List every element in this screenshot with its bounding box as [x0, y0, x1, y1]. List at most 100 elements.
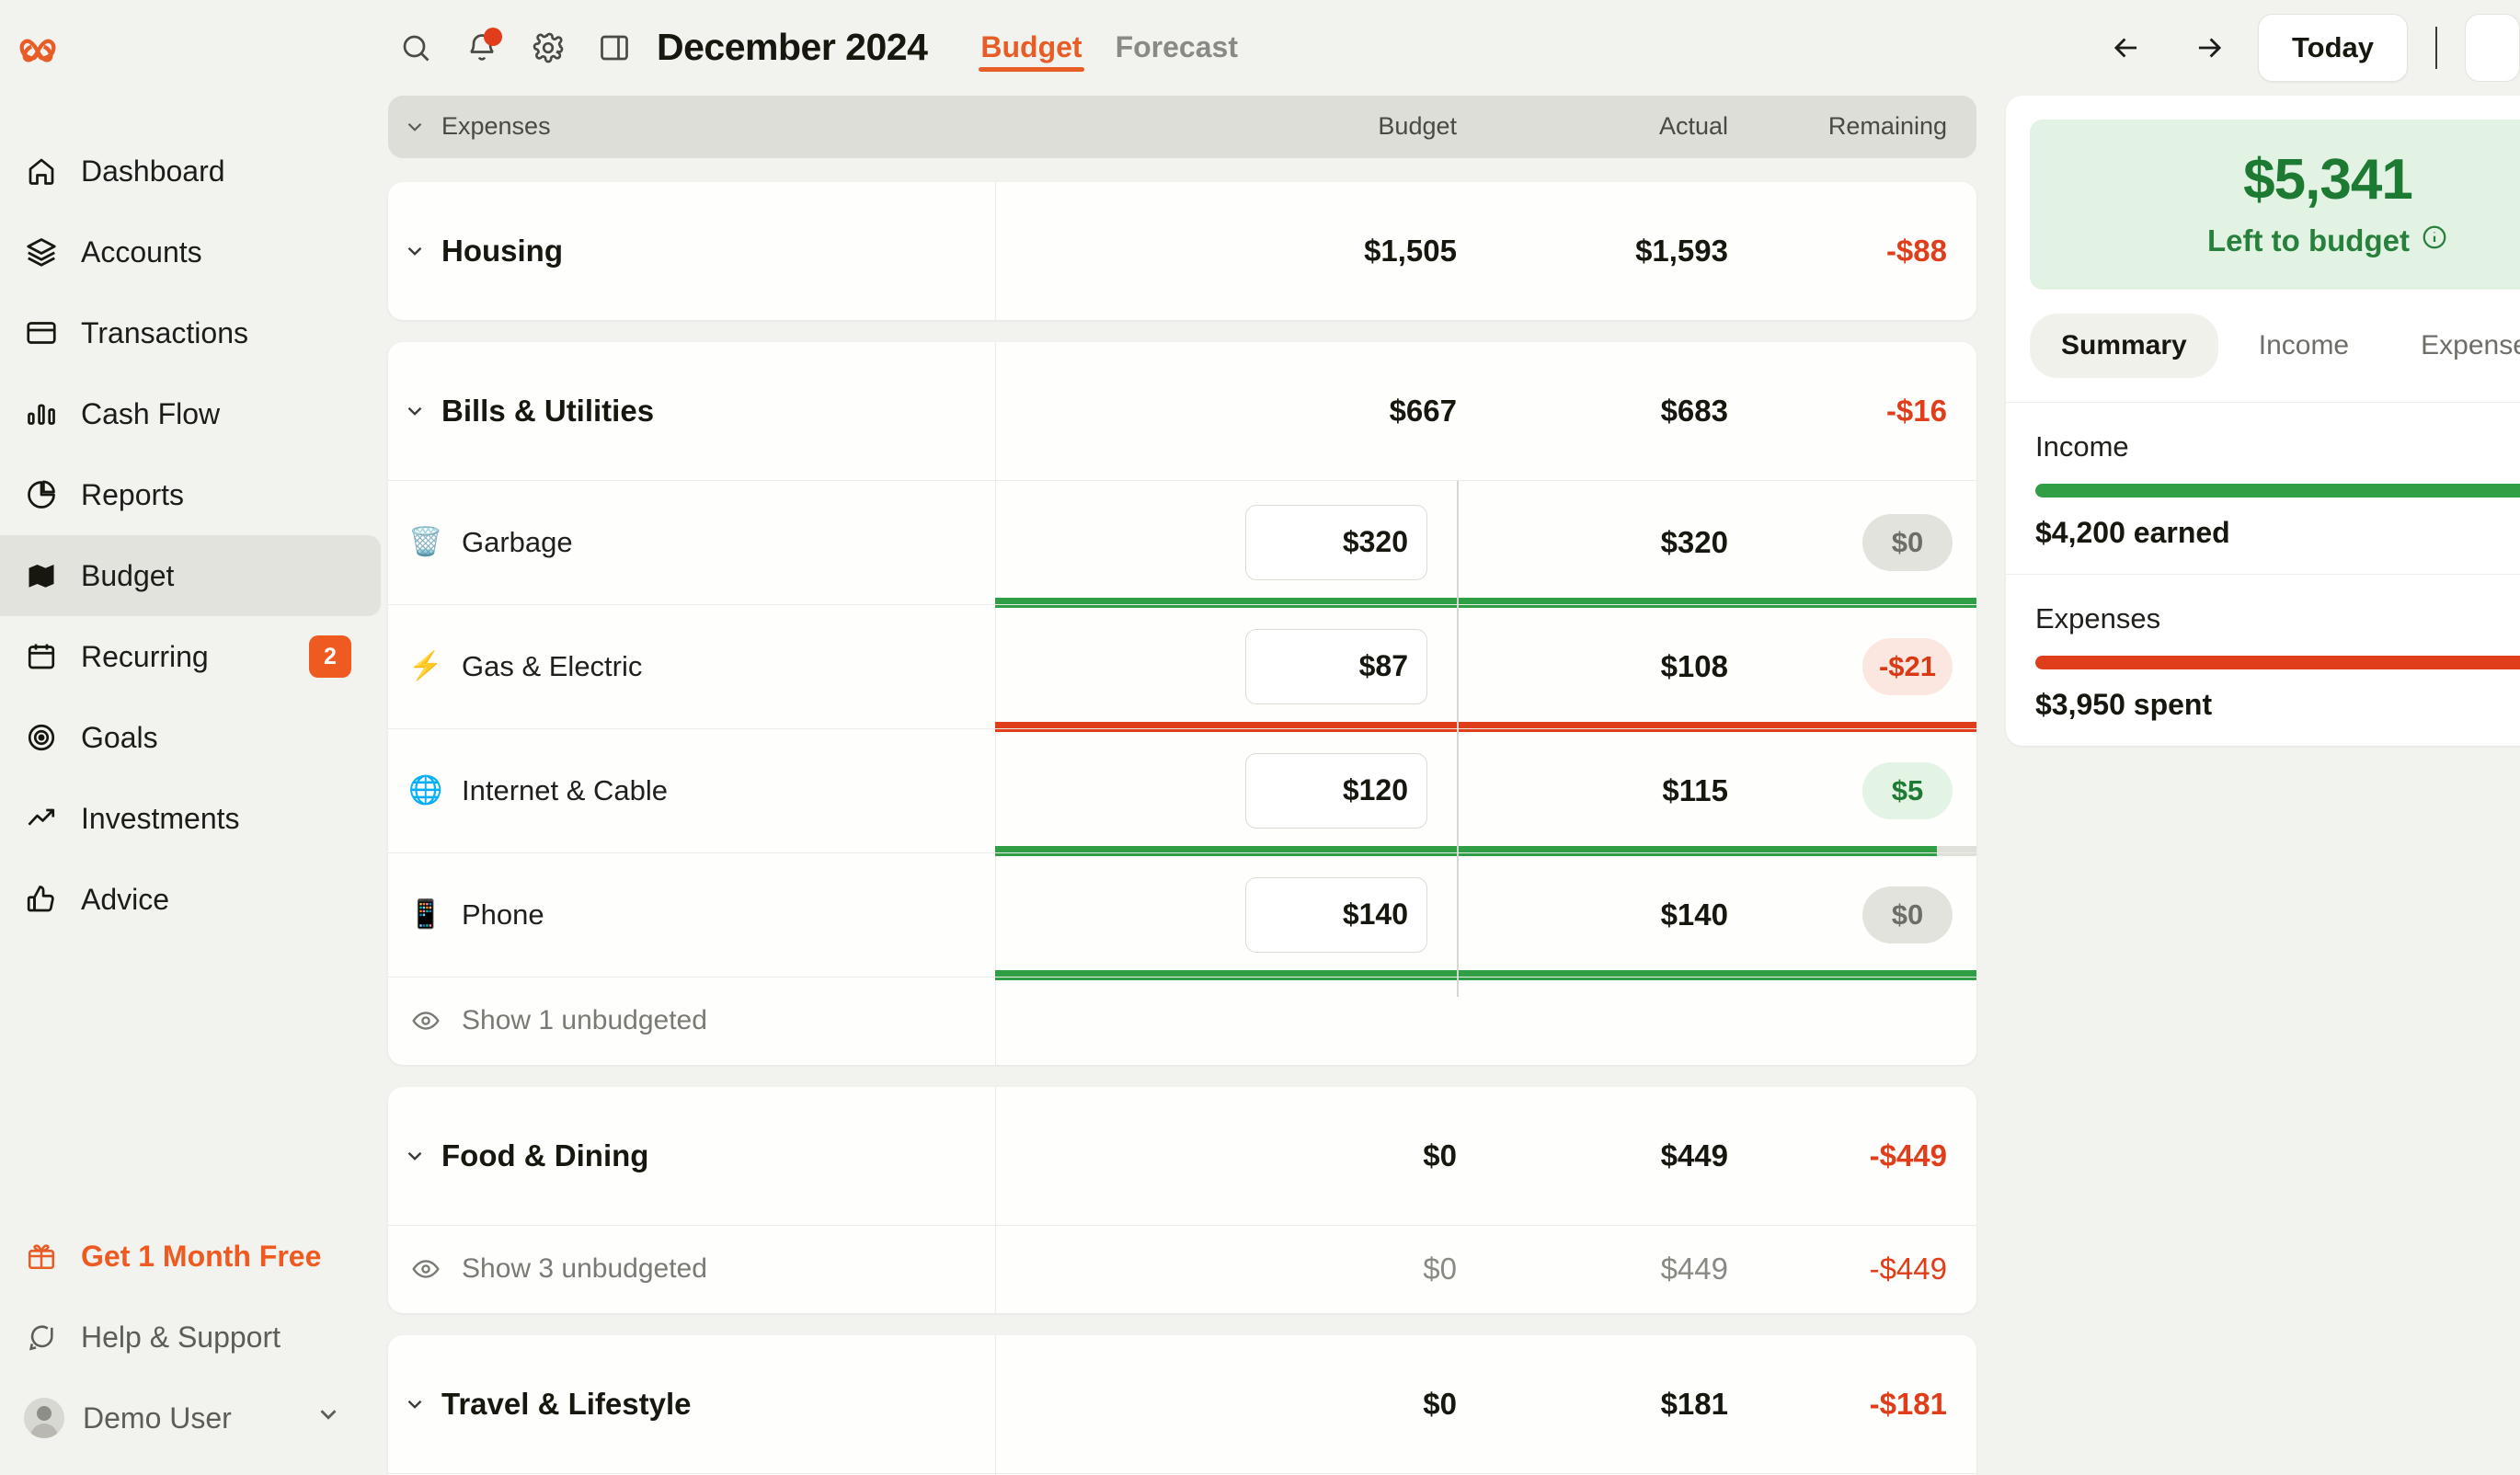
sidebar: Dashboard Accounts Transactions Cash Flow Re…: [0, 0, 381, 1475]
group-name: Food & Dining: [441, 1138, 649, 1172]
bar-chart-icon: [24, 396, 59, 431]
panel-toggle-icon[interactable]: [581, 15, 647, 81]
topbar: December 2024 Budget Forecast Today: [381, 0, 2520, 96]
trending-up-icon: [24, 801, 59, 836]
show-unbudgeted-row[interactable]: Show 1 unbudgeted: [388, 976, 1976, 1065]
chevron-down-icon[interactable]: [388, 239, 441, 263]
segment-income[interactable]: Income: [2258, 329, 2350, 360]
garbage-icon: 🗑️: [408, 527, 443, 558]
show-unbudgeted-row[interactable]: Show 5 unbudgeted$0$181-$181: [388, 1472, 1976, 1475]
budget-amount-input[interactable]: [1245, 876, 1427, 953]
promo-label: Get 1 Month Free: [81, 1239, 322, 1273]
sidebar-item-accounts[interactable]: Accounts: [0, 212, 381, 292]
item-progress-bar: [995, 597, 1976, 608]
group-actual: $683: [1660, 393, 1728, 428]
panel-segments: Summary Income Expenses: [2006, 313, 2520, 402]
next-period-button[interactable]: [2175, 14, 2243, 82]
main-area: December 2024 Budget Forecast Today: [381, 0, 2520, 1475]
bell-icon[interactable]: [449, 15, 515, 81]
chevron-down-icon[interactable]: [388, 115, 441, 139]
sidebar-item-promo[interactable]: Get 1 Month Free: [0, 1216, 381, 1297]
info-icon[interactable]: [2421, 223, 2448, 258]
prev-period-button[interactable]: [2092, 14, 2160, 82]
segment-expenses[interactable]: Expenses: [2421, 329, 2520, 360]
item-progress-bar: [995, 845, 1976, 856]
show-unbudgeted-row[interactable]: Show 3 unbudgeted $0 $449 -$449: [388, 1224, 1976, 1313]
sidebar-item-label: Reports: [81, 477, 185, 511]
group-header-row[interactable]: Travel & Lifestyle $0 $181 -$181: [388, 1335, 1976, 1473]
item-remaining-pill: $0: [1862, 886, 1953, 943]
item-remaining-pill: -$21: [1862, 637, 1953, 695]
sidebar-item-investments[interactable]: Investments: [0, 778, 381, 859]
overflow-button[interactable]: [2465, 13, 2520, 82]
sidebar-badge: 2: [309, 635, 351, 678]
notification-dot: [484, 27, 502, 46]
budget-group: Travel & Lifestyle $0 $181 -$181 Show 5 unbu…: [388, 1334, 1976, 1475]
segment-summary[interactable]: Summary: [2030, 313, 2218, 378]
sidebar-item-label: Cash Flow: [81, 396, 221, 430]
sidebar-item-dashboard[interactable]: Dashboard: [0, 131, 381, 212]
unbudgeted-remaining: -$449: [1869, 1252, 1947, 1286]
sidebar-item-label: Dashboard: [81, 154, 225, 188]
butterfly-logo[interactable]: [9, 23, 66, 80]
sidebar-item-transactions[interactable]: Transactions: [0, 292, 381, 373]
group-header-row[interactable]: Bills & Utilities $667 $683 -$16: [388, 342, 1976, 480]
chevron-down-icon[interactable]: [388, 1392, 441, 1416]
thumbs-up-icon: [24, 882, 59, 917]
user-label: Demo User: [83, 1401, 232, 1435]
gear-icon[interactable]: [515, 15, 581, 81]
sidebar-item-help[interactable]: Help & Support: [0, 1297, 381, 1378]
item-name: Internet & Cable: [462, 773, 669, 806]
gas-electric-icon: ⚡: [408, 651, 443, 682]
chat-icon: [24, 1320, 59, 1355]
group-remaining: -$449: [1869, 1138, 1947, 1172]
page-title: December 2024: [657, 26, 928, 69]
sidebar-item-reports[interactable]: Reports: [0, 454, 381, 535]
item-name: Garbage: [462, 525, 573, 558]
today-button[interactable]: Today: [2258, 13, 2408, 82]
sidebar-item-goals[interactable]: Goals: [0, 697, 381, 778]
unbudgeted-budget: $0: [1423, 1252, 1457, 1286]
eye-icon: [399, 1254, 452, 1284]
budget-amount-input[interactable]: [1245, 504, 1427, 580]
budget-item-row: 📱 Phone $140 $0: [388, 852, 1976, 997]
chevron-down-icon[interactable]: [388, 1144, 441, 1168]
chevron-down-icon[interactable]: [315, 1401, 342, 1435]
show-unbudgeted-label: Show 3 unbudgeted: [462, 1253, 707, 1285]
group-remaining: -$88: [1885, 233, 1947, 268]
left-to-budget-amount: $5,341: [2243, 147, 2413, 212]
budget-amount-input[interactable]: [1245, 752, 1427, 829]
tab-forecast[interactable]: Forecast: [1115, 30, 1238, 64]
column-budget: Budget: [1378, 112, 1457, 141]
group-name: Travel & Lifestyle: [441, 1386, 692, 1421]
summary-panel: $5,341 Left to budget Summary Income Exp…: [2006, 95, 2520, 746]
sidebar-item-label: Accounts: [81, 234, 202, 269]
column-expenses: Expenses: [441, 112, 551, 141]
sidebar-item-label: Budget: [81, 558, 175, 592]
progress-marker: [1457, 480, 1459, 624]
toolbar-divider: [2435, 26, 2437, 69]
gift-icon: [24, 1239, 59, 1274]
left-to-budget-label: Left to budget: [2030, 223, 2520, 258]
summary-panel-col: $5,341 Left to budget Summary Income Exp…: [1976, 95, 2520, 1475]
sidebar-item-recurring[interactable]: Recurring 2: [0, 616, 381, 697]
group-remaining: -$16: [1885, 393, 1947, 428]
tab-budget[interactable]: Budget: [964, 15, 1098, 81]
budget-amount-input[interactable]: [1245, 628, 1427, 704]
logo-row: [0, 0, 381, 103]
sidebar-item-budget[interactable]: Budget: [0, 535, 381, 616]
pie-chart-icon: [24, 477, 59, 512]
sidebar-item-advice[interactable]: Advice: [0, 859, 381, 940]
sidebar-item-user[interactable]: Demo User: [0, 1378, 381, 1458]
chevron-down-icon[interactable]: [388, 399, 441, 423]
group-header-row[interactable]: Housing $1,505 $1,593 -$88: [388, 182, 1976, 320]
progress-marker: [1457, 604, 1459, 749]
search-icon[interactable]: [383, 15, 449, 81]
group-header-row[interactable]: Food & Dining $0 $449 -$449: [388, 1087, 1976, 1225]
sidebar-item-label: Transactions: [81, 315, 248, 349]
sidebar-item-cash-flow[interactable]: Cash Flow: [0, 373, 381, 454]
item-progress-bar: [995, 969, 1976, 980]
card-icon: [24, 315, 59, 350]
calendar-icon: [24, 639, 59, 674]
